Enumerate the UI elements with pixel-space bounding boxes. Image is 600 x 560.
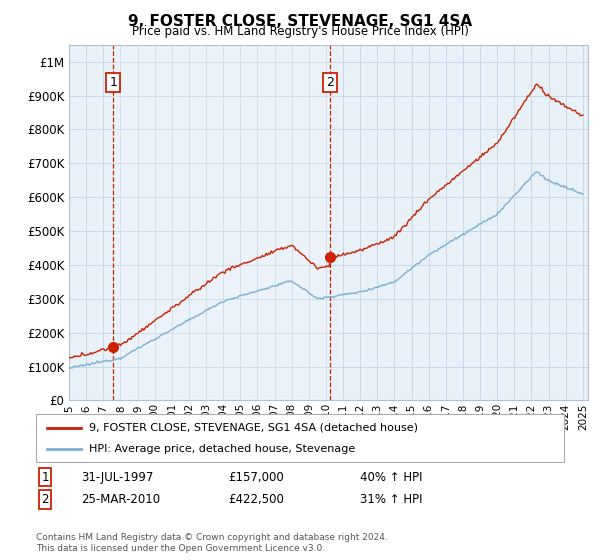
- Text: 31-JUL-1997: 31-JUL-1997: [81, 470, 154, 484]
- FancyBboxPatch shape: [36, 414, 564, 462]
- Text: £157,000: £157,000: [228, 470, 284, 484]
- Text: Contains HM Land Registry data © Crown copyright and database right 2024.
This d: Contains HM Land Registry data © Crown c…: [36, 533, 388, 553]
- Text: 9, FOSTER CLOSE, STEVENAGE, SG1 4SA (detached house): 9, FOSTER CLOSE, STEVENAGE, SG1 4SA (det…: [89, 423, 418, 433]
- Text: 1: 1: [109, 76, 117, 88]
- Text: 1: 1: [41, 470, 49, 484]
- Text: £422,500: £422,500: [228, 493, 284, 506]
- Text: 25-MAR-2010: 25-MAR-2010: [81, 493, 160, 506]
- Bar: [113, 45, 330, 400]
- Text: HPI: Average price, detached house, Stevenage: HPI: Average price, detached house, Stev…: [89, 444, 355, 454]
- Text: 31% ↑ HPI: 31% ↑ HPI: [360, 493, 422, 506]
- Text: 2: 2: [41, 493, 49, 506]
- Text: 40% ↑ HPI: 40% ↑ HPI: [360, 470, 422, 484]
- Text: 2: 2: [326, 76, 334, 88]
- Text: Price paid vs. HM Land Registry's House Price Index (HPI): Price paid vs. HM Land Registry's House …: [131, 25, 469, 38]
- Text: 9, FOSTER CLOSE, STEVENAGE, SG1 4SA: 9, FOSTER CLOSE, STEVENAGE, SG1 4SA: [128, 14, 472, 29]
